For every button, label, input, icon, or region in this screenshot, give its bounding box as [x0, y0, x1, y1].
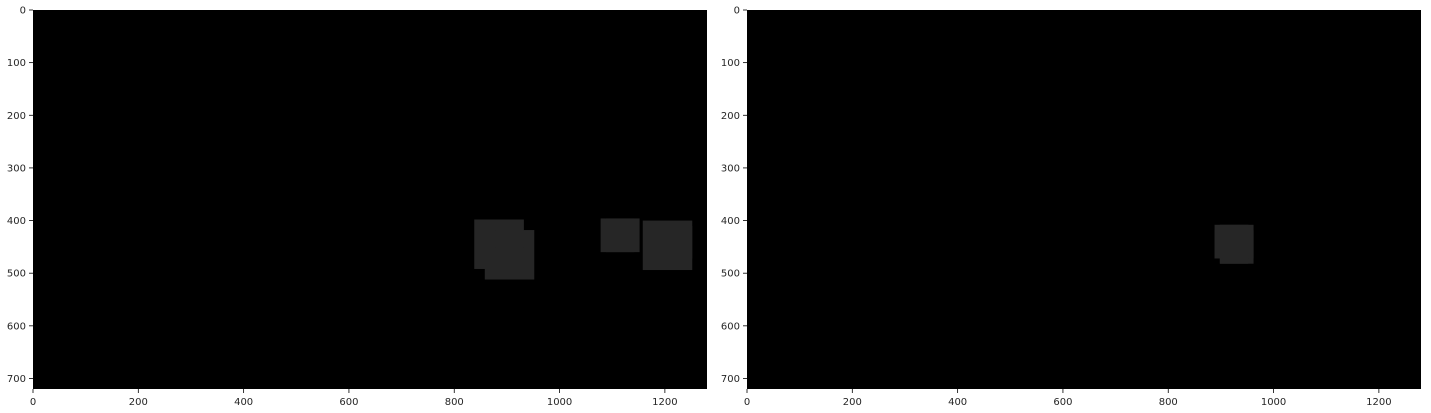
y-tick-label: 700: [7, 374, 26, 385]
y-tick-label: 600: [721, 321, 740, 332]
image-panel-1: 0 200 400 600 800 1000 1200 0 100 200 300 400 500 600…: [7, 6, 707, 408]
x-tick-label: 200: [843, 397, 862, 408]
y-tick-label: 200: [7, 111, 26, 122]
heat-patch-6: [1214, 230, 1254, 259]
x-tick-label: 1200: [652, 397, 677, 408]
y-tick-label: 500: [721, 269, 740, 280]
axes-frame: [33, 10, 707, 389]
heat-patch-6: [658, 225, 693, 259]
x-tick-label: 600: [339, 397, 358, 408]
heat-patches: [1214, 224, 1254, 264]
heat-patch-7: [605, 218, 635, 253]
y-tick-label: 100: [721, 58, 740, 69]
x-tick-label: 1000: [1261, 397, 1286, 408]
y-tick-label: 200: [721, 111, 740, 122]
y-tick-label: 0: [20, 6, 26, 17]
x-tick-label: 1200: [1366, 397, 1391, 408]
y-tick-label: 600: [7, 321, 26, 332]
x-tick-label: 800: [1159, 397, 1178, 408]
heat-patches: [474, 218, 693, 280]
x-tick-label: 400: [948, 397, 967, 408]
x-tick-label: 200: [129, 397, 148, 408]
y-tick-label: 100: [7, 58, 26, 69]
x-tick-label: 600: [1053, 397, 1072, 408]
y-tick-label: 0: [734, 6, 740, 17]
x-tick-label: 1000: [547, 397, 572, 408]
y-tick-label: 700: [721, 374, 740, 385]
image-background: [33, 10, 707, 389]
x-tick-label: 800: [445, 397, 464, 408]
heat-patch-3: [495, 219, 524, 248]
y-tick-label: 300: [7, 163, 26, 174]
image-panel-2: 0 200 400 600 800 1000 1200 0 100 200 300 400 500 600…: [721, 6, 1421, 408]
y-tick-label: 400: [7, 216, 26, 227]
x-tick-label: 0: [30, 397, 36, 408]
x-tick-label: 400: [234, 397, 253, 408]
y-tick-label: 300: [721, 163, 740, 174]
axes-frame: [747, 10, 1421, 389]
y-tick-label: 400: [721, 216, 740, 227]
y-tick-label: 500: [7, 269, 26, 280]
x-tick-label: 0: [744, 397, 750, 408]
image-background: [747, 10, 1421, 389]
